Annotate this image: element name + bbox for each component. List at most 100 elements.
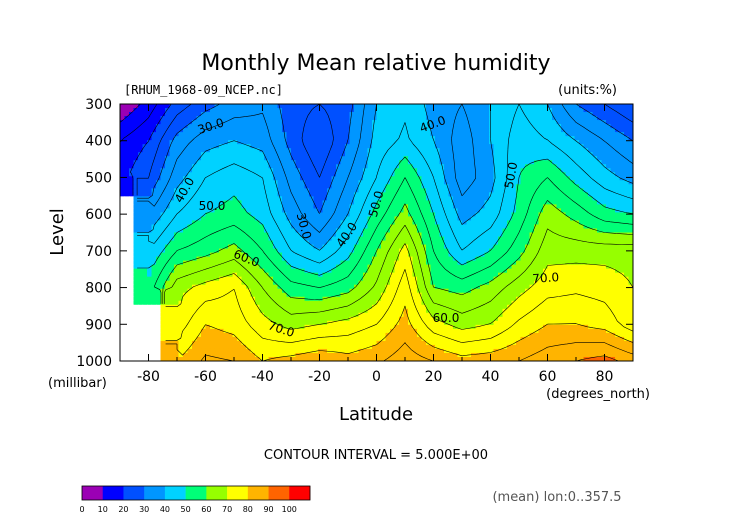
- field-cell: [507, 224, 513, 230]
- field-cell: [466, 124, 472, 129]
- field-cell: [547, 144, 553, 149]
- field-cell: [336, 132, 342, 137]
- field-cell: [138, 220, 144, 226]
- field-cell: [322, 172, 328, 177]
- field-cell: [547, 232, 553, 238]
- field-cell: [597, 136, 603, 141]
- field-cell: [601, 192, 607, 197]
- field-cell: [133, 172, 139, 177]
- field-cell: [291, 196, 297, 201]
- field-cell: [403, 236, 409, 242]
- field-cell: [543, 224, 549, 230]
- field-cell: [399, 192, 405, 197]
- field-cell: [205, 268, 211, 274]
- field-cell: [354, 128, 360, 133]
- field-cell: [313, 196, 319, 201]
- field-cell: [313, 252, 319, 258]
- field-cell: [363, 252, 369, 258]
- field-cell: [430, 128, 436, 133]
- field-cell: [538, 180, 544, 185]
- field-cell: [498, 244, 504, 250]
- field-cell: [304, 152, 310, 157]
- field-cell: [331, 264, 337, 270]
- field-cell: [376, 204, 382, 210]
- field-cell: [565, 204, 571, 210]
- field-cell: [241, 220, 247, 226]
- field-cell: [286, 276, 292, 282]
- field-cell: [502, 160, 508, 165]
- field-cell: [354, 232, 360, 238]
- field-cell: [133, 188, 139, 193]
- field-cell: [196, 224, 202, 230]
- field-cell: [241, 160, 247, 165]
- field-cell: [511, 196, 517, 201]
- field-cell: [597, 148, 603, 153]
- field-cell: [543, 244, 549, 250]
- field-cell: [156, 236, 162, 242]
- field-cell: [534, 112, 540, 117]
- field-cell: [628, 224, 633, 230]
- field-cell: [556, 188, 562, 193]
- field-cell: [435, 264, 441, 270]
- field-cell: [214, 248, 220, 254]
- field-cell: [345, 208, 351, 214]
- field-cell: [556, 252, 562, 258]
- field-cell: [295, 228, 301, 234]
- field-cell: [291, 104, 297, 109]
- field-cell: [250, 196, 256, 201]
- field-cell: [313, 152, 319, 157]
- field-cell: [286, 200, 292, 205]
- field-cell: [574, 208, 580, 214]
- field-cell: [192, 140, 198, 145]
- field-cell: [142, 136, 148, 141]
- field-cell: [255, 256, 261, 262]
- field-cell: [372, 196, 378, 201]
- field-cell: [205, 144, 211, 149]
- field-cell: [493, 120, 499, 125]
- field-cell: [210, 172, 216, 177]
- field-cell: [480, 112, 486, 117]
- field-cell: [430, 160, 436, 165]
- field-cell: [372, 244, 378, 250]
- field-cell: [480, 184, 486, 189]
- field-cell: [520, 120, 526, 125]
- field-cell: [493, 196, 499, 201]
- field-cell: [358, 204, 364, 210]
- field-cell: [250, 152, 256, 157]
- field-cell: [466, 140, 472, 145]
- field-cell: [277, 244, 283, 250]
- field-cell: [448, 224, 454, 230]
- field-cell: [619, 268, 625, 274]
- field-cell: [435, 272, 441, 278]
- field-cell: [286, 236, 292, 242]
- field-cell: [543, 104, 549, 109]
- field-cell: [588, 272, 594, 278]
- field-cell: [498, 260, 504, 266]
- field-cell: [453, 216, 459, 222]
- field-cell: [282, 112, 288, 117]
- field-cell: [516, 228, 522, 234]
- field-cell: [219, 268, 225, 274]
- field-cell: [196, 212, 202, 218]
- field-cell: [336, 112, 342, 117]
- field-cell: [376, 192, 382, 197]
- field-cell: [345, 124, 351, 129]
- field-cell: [588, 200, 594, 205]
- field-cell: [196, 200, 202, 205]
- field-cell: [525, 188, 531, 193]
- field-cell: [147, 176, 153, 181]
- field-cell: [354, 192, 360, 197]
- field-cell: [264, 196, 270, 201]
- field-cell: [376, 252, 382, 258]
- field-cell: [444, 256, 450, 262]
- field-cell: [475, 120, 481, 125]
- field-cell: [142, 276, 148, 282]
- field-cell: [552, 244, 558, 250]
- field-cell: [268, 184, 274, 189]
- field-cell: [480, 148, 486, 153]
- field-cell: [376, 240, 382, 246]
- field-cell: [457, 144, 463, 149]
- field-cell: [493, 156, 499, 161]
- field-cell: [246, 172, 252, 177]
- field-cell: [552, 212, 558, 218]
